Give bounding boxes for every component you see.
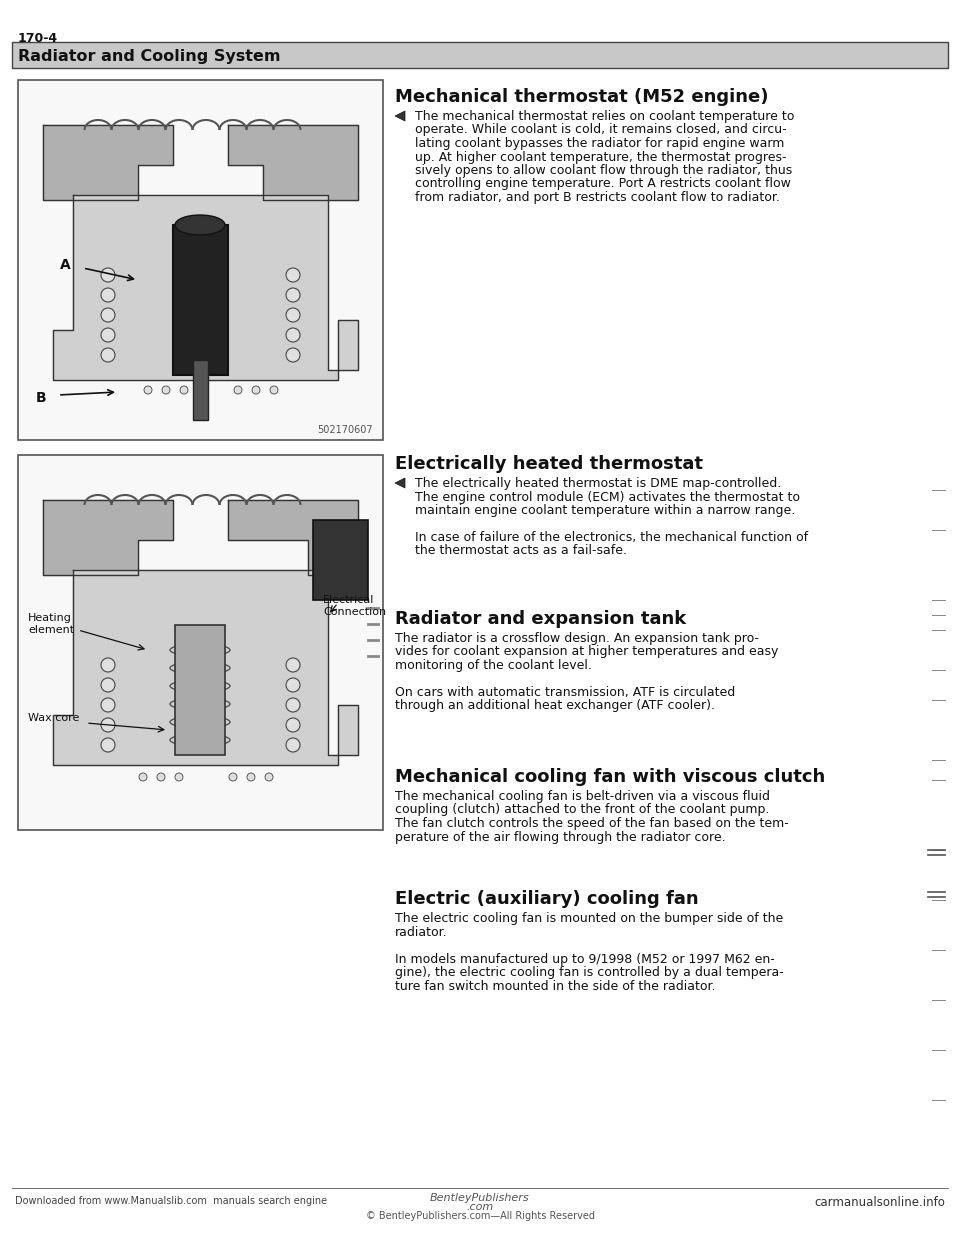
Text: the thermostat acts as a fail-safe.: the thermostat acts as a fail-safe.	[415, 544, 627, 558]
Polygon shape	[228, 125, 358, 200]
Text: vides for coolant expansion at higher temperatures and easy: vides for coolant expansion at higher te…	[395, 646, 779, 658]
Text: Mechanical thermostat (M52 engine): Mechanical thermostat (M52 engine)	[395, 88, 769, 106]
Text: 170-4: 170-4	[18, 32, 59, 45]
Circle shape	[286, 328, 300, 342]
Text: radiator.: radiator.	[395, 925, 447, 939]
Text: The radiator is a crossflow design. An expansion tank pro-: The radiator is a crossflow design. An e…	[395, 632, 759, 645]
Text: The electrically heated thermostat is DME map-controlled.: The electrically heated thermostat is DM…	[415, 477, 781, 491]
Text: Wax core: Wax core	[28, 713, 80, 723]
Circle shape	[252, 386, 260, 394]
Circle shape	[229, 773, 237, 781]
Text: Electrical
Connection: Electrical Connection	[323, 595, 386, 616]
Circle shape	[139, 773, 147, 781]
Text: maintain engine coolant temperature within a narrow range.: maintain engine coolant temperature with…	[415, 504, 795, 517]
Text: perature of the air flowing through the radiator core.: perature of the air flowing through the …	[395, 831, 726, 843]
Circle shape	[101, 678, 115, 692]
Polygon shape	[395, 478, 405, 488]
Polygon shape	[228, 501, 358, 575]
Text: The engine control module (ECM) activates the thermostat to: The engine control module (ECM) activate…	[415, 491, 800, 503]
Circle shape	[286, 698, 300, 712]
Bar	[313, 520, 368, 600]
Text: © BentleyPublishers.com—All Rights Reserved: © BentleyPublishers.com—All Rights Reser…	[366, 1211, 594, 1221]
Text: Radiator and expansion tank: Radiator and expansion tank	[395, 610, 686, 628]
Bar	[18, 79, 383, 440]
Circle shape	[286, 718, 300, 732]
Text: Heating
element: Heating element	[28, 614, 74, 635]
Circle shape	[101, 698, 115, 712]
Text: up. At higher coolant temperature, the thermostat progres-: up. At higher coolant temperature, the t…	[415, 150, 786, 164]
Text: Electrically heated thermostat: Electrically heated thermostat	[395, 455, 703, 473]
Bar	[173, 225, 228, 375]
Text: Electric (auxiliary) cooling fan: Electric (auxiliary) cooling fan	[395, 891, 699, 908]
Circle shape	[180, 386, 188, 394]
Circle shape	[265, 773, 273, 781]
Circle shape	[247, 773, 255, 781]
Circle shape	[101, 348, 115, 361]
Text: .com: .com	[467, 1202, 493, 1212]
Polygon shape	[395, 111, 405, 120]
Circle shape	[286, 268, 300, 282]
Text: ture fan switch mounted in the side of the radiator.: ture fan switch mounted in the side of t…	[395, 980, 715, 992]
Ellipse shape	[175, 215, 225, 235]
Text: Mechanical cooling fan with viscous clutch: Mechanical cooling fan with viscous clut…	[395, 768, 826, 786]
Circle shape	[286, 288, 300, 302]
Text: In case of failure of the electronics, the mechanical function of: In case of failure of the electronics, t…	[415, 532, 808, 544]
Circle shape	[286, 308, 300, 322]
Circle shape	[101, 658, 115, 672]
Text: A: A	[60, 258, 71, 272]
Text: B: B	[36, 391, 47, 405]
Text: In models manufactured up to 9/1998 (M52 or 1997 M62 en-: In models manufactured up to 9/1998 (M52…	[395, 953, 775, 965]
Text: gine), the electric cooling fan is controlled by a dual tempera-: gine), the electric cooling fan is contr…	[395, 966, 783, 979]
Circle shape	[101, 308, 115, 322]
Bar	[193, 360, 208, 420]
Polygon shape	[43, 125, 173, 200]
Text: from radiator, and port B restricts coolant flow to radiator.: from radiator, and port B restricts cool…	[415, 191, 780, 204]
Text: operate. While coolant is cold, it remains closed, and circu-: operate. While coolant is cold, it remai…	[415, 123, 786, 137]
Text: monitoring of the coolant level.: monitoring of the coolant level.	[395, 660, 592, 672]
Bar	[12, 42, 948, 68]
Polygon shape	[53, 570, 358, 765]
Circle shape	[101, 738, 115, 751]
Text: coupling (clutch) attached to the front of the coolant pump.: coupling (clutch) attached to the front …	[395, 804, 769, 816]
Text: lating coolant bypasses the radiator for rapid engine warm: lating coolant bypasses the radiator for…	[415, 137, 784, 150]
Circle shape	[286, 348, 300, 361]
Circle shape	[270, 386, 278, 394]
Text: The electric cooling fan is mounted on the bumper side of the: The electric cooling fan is mounted on t…	[395, 912, 783, 925]
Polygon shape	[53, 195, 358, 380]
Circle shape	[101, 328, 115, 342]
Circle shape	[286, 678, 300, 692]
Circle shape	[101, 288, 115, 302]
Text: The fan clutch controls the speed of the fan based on the tem-: The fan clutch controls the speed of the…	[395, 817, 789, 830]
Text: carmanualsonline.info: carmanualsonline.info	[814, 1196, 945, 1208]
Polygon shape	[43, 501, 173, 575]
Bar	[175, 625, 225, 755]
Text: On cars with automatic transmission, ATF is circulated: On cars with automatic transmission, ATF…	[395, 686, 735, 699]
Circle shape	[157, 773, 165, 781]
Circle shape	[175, 773, 183, 781]
Circle shape	[101, 718, 115, 732]
Text: 502170607: 502170607	[318, 425, 373, 435]
Text: BentleyPublishers: BentleyPublishers	[430, 1194, 530, 1203]
Text: through an additional heat exchanger (ATF cooler).: through an additional heat exchanger (AT…	[395, 699, 715, 713]
Text: The mechanical thermostat relies on coolant temperature to: The mechanical thermostat relies on cool…	[415, 111, 794, 123]
Text: Radiator and Cooling System: Radiator and Cooling System	[18, 48, 280, 63]
Circle shape	[162, 386, 170, 394]
Circle shape	[286, 738, 300, 751]
Circle shape	[101, 268, 115, 282]
Circle shape	[234, 386, 242, 394]
Text: sively opens to allow coolant flow through the radiator, thus: sively opens to allow coolant flow throu…	[415, 164, 792, 178]
Text: controlling engine temperature. Port A restricts coolant flow: controlling engine temperature. Port A r…	[415, 178, 791, 190]
Text: The mechanical cooling fan is belt-driven via a viscous fluid: The mechanical cooling fan is belt-drive…	[395, 790, 770, 804]
Circle shape	[286, 658, 300, 672]
Circle shape	[144, 386, 152, 394]
Text: Downloaded from www.Manualslib.com  manuals search engine: Downloaded from www.Manualslib.com manua…	[15, 1196, 327, 1206]
Bar	[18, 455, 383, 830]
